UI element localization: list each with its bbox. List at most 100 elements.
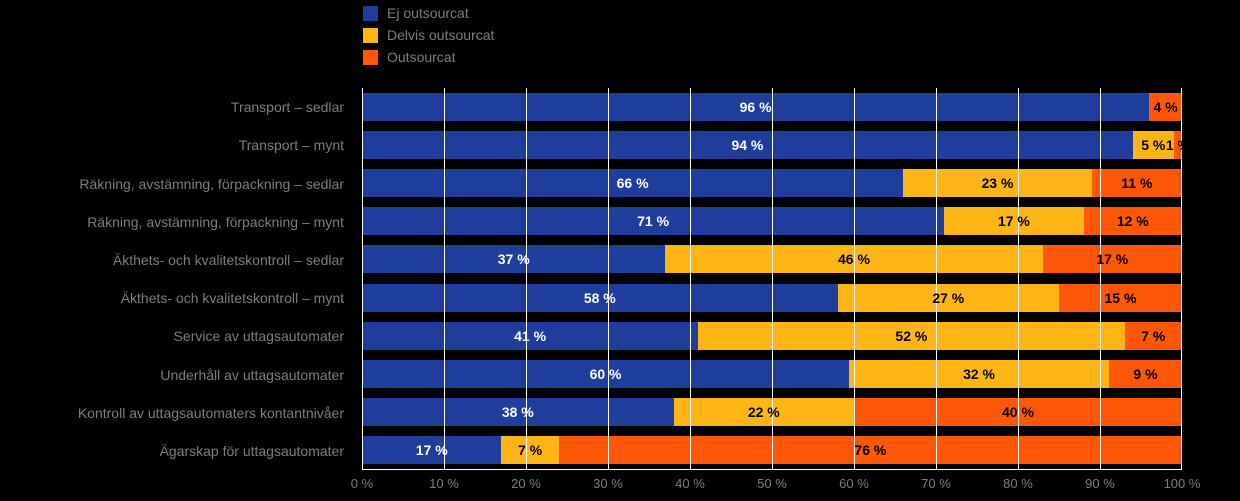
category-label: Räkning, avstämning, förpackning – mynt xyxy=(87,213,344,230)
bar-segment-delvis-outsourcat: 52 % xyxy=(698,321,1125,350)
bar-segment-delvis-outsourcat: 32 % xyxy=(849,359,1109,388)
bar-segment-delvis-outsourcat: 22 % xyxy=(673,397,854,426)
x-tick-label: 50 % xyxy=(757,476,787,491)
bar-row: 58 % 27 % 15 % xyxy=(362,278,1182,316)
bar-row: 38 % 22 % 40 % xyxy=(362,393,1182,431)
bar-value-label: 40 % xyxy=(1002,403,1034,420)
bar-value-label: 7 % xyxy=(1141,327,1166,344)
stacked-bar: 60 % 32 % 9 % xyxy=(362,359,1182,388)
bar-value-label: 17 % xyxy=(1096,251,1129,268)
x-tick-label: 10 % xyxy=(429,476,459,491)
x-tick-label: 60 % xyxy=(839,476,869,491)
bar-segment-ej-outsourcat: 66 % xyxy=(362,169,904,198)
bar-segment-outsourcat: 12 % xyxy=(1083,207,1182,236)
bar-value-label: 96 % xyxy=(739,99,772,116)
bar-value-label: 17 % xyxy=(415,441,448,458)
x-axis-ticks: 0 % 10 % 20 % 30 % 40 % 50 % 60 % 70 % 80 % 90 % 1… xyxy=(351,476,1201,496)
bar-segment-ej-outsourcat: 58 % xyxy=(362,283,838,312)
bar-value-label: 52 % xyxy=(895,327,928,344)
bar-value-label: 41 % xyxy=(514,327,547,344)
legend-swatch-ej-outsourcat xyxy=(363,5,378,21)
bar-segment-ej-outsourcat: 17 % xyxy=(362,435,502,464)
bar-value-label: 46 % xyxy=(838,251,870,268)
x-tick-label: 30 % xyxy=(593,476,623,491)
x-tick-label: 80 % xyxy=(1003,476,1033,491)
bar-value-label: 7 % xyxy=(518,441,543,458)
x-tick-label: 0 % xyxy=(350,476,374,491)
stacked-bar: 17 % 7 % 76 % xyxy=(362,435,1182,464)
bar-segment-delvis-outsourcat: 17 % xyxy=(944,207,1084,236)
category-label: Äkthets- och kvalitetskontroll – sedlar xyxy=(112,251,344,268)
bar-value-label: 1 % xyxy=(1165,137,1190,154)
bar-segment-ej-outsourcat: 71 % xyxy=(362,207,945,236)
category-label: Kontroll av uttagsautomaters kontantnivå… xyxy=(77,404,344,421)
bar-segment-outsourcat: 15 % xyxy=(1058,283,1182,312)
bar-value-label: 12 % xyxy=(1116,213,1149,230)
bar-row: 60 % 32 % 9 % xyxy=(362,355,1182,393)
bar-segment-outsourcat: 4 % xyxy=(1149,93,1182,122)
legend-label: Outsourcat xyxy=(387,49,456,65)
bar-segment-ej-outsourcat: 37 % xyxy=(362,245,666,274)
bar-value-label: 32 % xyxy=(963,365,995,382)
bar-value-label: 71 % xyxy=(637,213,670,230)
category-label: Äkthets- och kvalitetskontroll – mynt xyxy=(120,290,344,307)
category-label: Transport – sedlar xyxy=(230,99,344,116)
bar-value-label: 15 % xyxy=(1104,289,1137,306)
bar-value-label: 76 % xyxy=(854,441,887,458)
bar-segment-delvis-outsourcat: 46 % xyxy=(665,245,1043,274)
legend-item: Outsourcat xyxy=(363,46,494,68)
bar-segment-outsourcat: 17 % xyxy=(1042,245,1182,274)
bar-row: 66 % 23 % 11 % xyxy=(362,164,1182,202)
bar-value-label: 22 % xyxy=(747,403,780,420)
bar-segment-ej-outsourcat: 60 % xyxy=(362,359,850,388)
x-tick-label: 20 % xyxy=(511,476,541,491)
bar-value-label: 38 % xyxy=(501,403,534,420)
stacked-bar: 71 % 17 % 12 % xyxy=(362,207,1182,236)
bar-segment-delvis-outsourcat: 23 % xyxy=(903,169,1092,198)
bar-value-label: 37 % xyxy=(497,251,530,268)
bar-segment-ej-outsourcat: 96 % xyxy=(362,93,1150,122)
stacked-bar: 37 % 46 % 17 % xyxy=(362,245,1182,274)
bar-value-label: 4 % xyxy=(1153,99,1178,116)
bar-segment-ej-outsourcat: 41 % xyxy=(362,321,699,350)
bar-segment-outsourcat: 76 % xyxy=(558,435,1182,464)
bar-row: 71 % 17 % 12 % xyxy=(362,202,1182,240)
x-tick-label: 40 % xyxy=(675,476,705,491)
bar-row: 94 % 5 % 1 % xyxy=(362,126,1190,164)
legend-label: Ej outsourcat xyxy=(387,5,469,21)
bar-value-label: 11 % xyxy=(1121,175,1153,192)
bar-segment-delvis-outsourcat: 5 % xyxy=(1132,131,1174,160)
category-labels: Transport – sedlar Transport – mynt Räknin… xyxy=(0,88,352,470)
bar-value-label: 5 % xyxy=(1141,137,1166,154)
category-label: Räkning, avstämning, förpackning – sedla… xyxy=(79,175,344,192)
bar-segment-ej-outsourcat: 94 % xyxy=(362,131,1133,160)
bar-segment-outsourcat: 11 % xyxy=(1091,169,1182,198)
bar-segment-delvis-outsourcat: 7 % xyxy=(501,435,559,464)
legend-item: Ej outsourcat xyxy=(363,2,494,24)
stacked-bar: 96 % 4 % xyxy=(362,93,1182,122)
category-label: Service av uttagsautomater xyxy=(173,328,344,345)
bar-row: 17 % 7 % 76 % xyxy=(362,431,1182,469)
stacked-bar: 66 % 23 % 11 % xyxy=(362,169,1182,198)
bar-value-label: 27 % xyxy=(932,289,965,306)
bar-segment-ej-outsourcat: 38 % xyxy=(362,397,674,426)
bar-value-label: 23 % xyxy=(981,175,1014,192)
bar-segment-outsourcat: 7 % xyxy=(1124,321,1182,350)
bar-value-label: 9 % xyxy=(1133,365,1158,382)
plot-area: 96 % 4 % 94 % 5 % 1 % 66 % 23 % 11 % 71 % 17 % 12 … xyxy=(362,88,1190,470)
x-tick-label: 70 % xyxy=(921,476,951,491)
bar-segment-outsourcat: 9 % xyxy=(1108,359,1182,388)
bar-row: 41 % 52 % 7 % xyxy=(362,317,1182,355)
legend: Ej outsourcat Delvis outsourcat Outsourcat xyxy=(363,2,494,68)
bar-rows: 96 % 4 % 94 % 5 % 1 % 66 % 23 % 11 % 71 % 17 % 12 … xyxy=(362,88,1190,469)
bar-value-label: 17 % xyxy=(997,213,1030,230)
bar-row: 37 % 46 % 17 % xyxy=(362,240,1182,278)
x-tick-label: 90 % xyxy=(1085,476,1115,491)
bar-segment-delvis-outsourcat: 27 % xyxy=(837,283,1059,312)
stacked-bar: 58 % 27 % 15 % xyxy=(362,283,1182,312)
stacked-bar: 94 % 5 % 1 % xyxy=(362,131,1190,160)
legend-swatch-delvis-outsourcat xyxy=(363,27,378,43)
bar-segment-outsourcat: 40 % xyxy=(853,397,1182,426)
bar-segment-outsourcat: 1 % xyxy=(1166,131,1190,160)
